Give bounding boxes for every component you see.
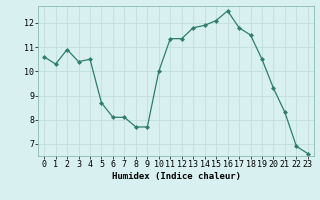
X-axis label: Humidex (Indice chaleur): Humidex (Indice chaleur)	[111, 172, 241, 181]
